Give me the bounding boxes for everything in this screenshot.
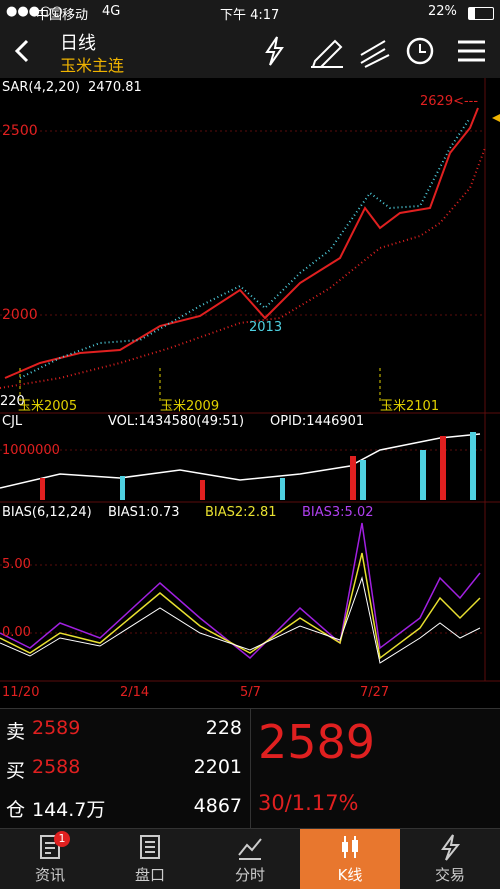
price-label: 2500: [2, 123, 38, 139]
last-label: 2629<---: [420, 94, 479, 109]
row-qty: 2201: [193, 756, 242, 778]
nav-item[interactable]: 交易: [400, 829, 500, 889]
left-label: 220: [0, 394, 25, 409]
bias-axis: 0.00: [2, 625, 31, 640]
clock-icon[interactable]: [406, 37, 434, 65]
bias-line-3: [0, 522, 481, 660]
toolbar-icons: [265, 36, 485, 68]
nav-icon: [238, 838, 262, 860]
row-label: 买: [6, 760, 26, 782]
nav-item[interactable]: 盘口: [100, 829, 200, 889]
divider: [250, 709, 251, 829]
nav-label: K线: [337, 866, 363, 884]
low-label: 2013: [249, 320, 283, 335]
chart-bg: [0, 78, 500, 708]
last-price: 2589: [258, 715, 376, 769]
price-label: 2000: [2, 307, 38, 323]
status-bar: ●●●○○ 中国移动 4G 下午 4:17 22%: [0, 0, 500, 25]
price-pointer: [492, 114, 500, 122]
volume-axis: 1000000: [2, 443, 60, 458]
bias-line-2: [0, 552, 481, 660]
subtitle[interactable]: 玉米主连: [60, 56, 125, 75]
indicator-value: 2470.81: [88, 80, 142, 95]
order-book: 卖 2589 228 买 2588 2201 仓 144.7万 4867 2589 30/1.1…: [0, 708, 500, 829]
row-label: 仓: [6, 799, 26, 821]
bias-line-1: [0, 576, 481, 664]
nav-icon: [40, 835, 60, 859]
date-label: 7/27: [360, 685, 390, 700]
bias-axis: 5.00: [2, 557, 31, 572]
date-label: 5/7: [240, 685, 261, 700]
header: 日线 玉米主连: [0, 25, 500, 78]
indicator: SAR(4,2,20): [2, 80, 80, 95]
contract-label: 玉米2009: [160, 399, 220, 414]
row-price: 144.7万: [32, 799, 106, 821]
contract-label: 玉米2101: [380, 399, 440, 414]
back-button[interactable]: [10, 37, 34, 65]
row-price: 2589: [32, 717, 81, 739]
draw-icon[interactable]: [311, 39, 343, 68]
nav-item[interactable]: 分时: [200, 829, 300, 889]
bottom-nav: 资讯 1 盘口 分时 K线 交易: [0, 828, 500, 889]
network: 4G: [102, 4, 121, 19]
row-qty: 228: [205, 717, 242, 739]
bias1: BIAS1:0.73: [108, 505, 180, 520]
nav-icon: [140, 835, 160, 859]
carrier: 中国移动: [36, 8, 89, 23]
chart-area: [0, 78, 500, 708]
signal: ●●●○○: [6, 4, 63, 19]
menu-icon[interactable]: [458, 40, 485, 62]
clock-hand: [419, 44, 426, 53]
nav-item[interactable]: K线: [300, 829, 400, 889]
bias-name: BIAS(6,12,24): [2, 505, 92, 520]
date-label: 11/20: [2, 685, 40, 700]
row-qty: 4867: [193, 795, 242, 817]
nav-label: 分时: [234, 866, 265, 884]
battery-icon: [468, 7, 494, 20]
row-label: 卖: [6, 721, 26, 743]
contract-label: 玉米2005: [18, 399, 78, 414]
nav-icon: [441, 834, 461, 861]
nav-badge: 1: [54, 831, 70, 847]
row-price: 2588: [32, 756, 81, 778]
bias3: BIAS3:5.02: [302, 505, 374, 520]
frames: [0, 78, 500, 682]
title: 日线: [60, 33, 96, 54]
nav-label: 交易: [434, 866, 465, 884]
battery-text: 22%: [428, 4, 457, 19]
nav-label: 资讯: [34, 866, 65, 884]
nav-icon: [342, 836, 358, 858]
nav-item[interactable]: 资讯 1: [0, 829, 100, 889]
volume-vol: VOL:1434580(49:51): [108, 414, 245, 429]
price-line: [4, 107, 479, 379]
line-icon[interactable]: [360, 40, 390, 68]
volume-name: CJL: [2, 414, 23, 429]
bias2: BIAS2:2.81: [205, 505, 277, 520]
volume-opid: OPID:1446901: [270, 414, 365, 429]
sar-dots-red: [0, 147, 486, 389]
date-label: 2/14: [120, 685, 150, 700]
change: 30/1.17%: [258, 791, 359, 815]
nav-label: 盘口: [134, 866, 165, 884]
volume-bars: [0, 432, 481, 500]
chart-labels: SAR(4,2,20) 2470.81 2500 2000 2629<--- 2…: [0, 78, 500, 708]
flash-icon[interactable]: [265, 36, 284, 66]
clock: 下午 4:17: [220, 8, 280, 23]
